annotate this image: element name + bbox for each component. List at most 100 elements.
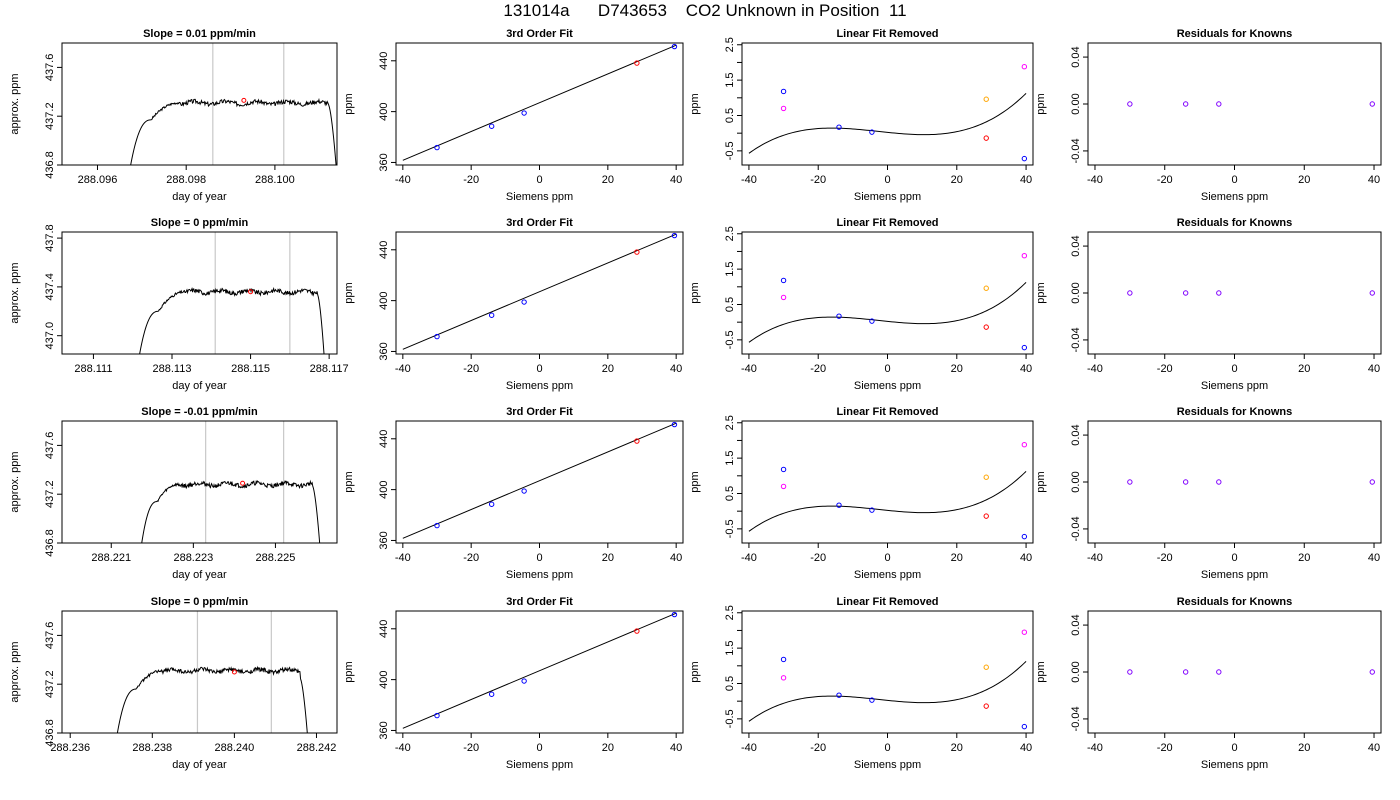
panel-title: Slope = 0 ppm/min [151,596,249,608]
x-axis-label: Siemens ppm [1201,759,1268,771]
x-tick-label: 0 [1231,363,1237,375]
y-axis-label: ppm [343,471,355,492]
x-tick-label: 0 [884,363,890,375]
x-tick-label: 288.098 [166,174,206,186]
panel: Slope = 0 ppm/min day of year approx. ppm 2… [9,596,338,771]
y-tick-label: 0.04 [1070,235,1082,256]
x-tick-label: -20 [463,742,479,754]
plot-area [116,665,308,733]
x-tick-label: -20 [810,552,826,564]
y-tick-label: 0.04 [1070,46,1082,67]
y-axis-label: approx. ppm [9,641,21,702]
y-axis-label: ppm [689,661,701,682]
x-tick-label: 40 [1368,174,1380,186]
y-tick-label: 0.5 [724,297,736,312]
raw-known-point [1021,441,1028,448]
plot-frame [395,420,684,544]
x-tick-label: 40 [670,174,682,186]
panel-title: Slope = -0.01 ppm/min [141,406,258,418]
panel: Residuals for Knowns Siemens ppm ppm -40 -20… [1035,596,1382,771]
x-tick-label: 20 [951,174,963,186]
fit-curve [748,281,1027,343]
y-tick-label: -0.5 [724,519,736,538]
x-axis-label: Siemens ppm [506,191,573,203]
residual-point [1127,669,1133,675]
known-point [671,611,678,618]
known-point [869,507,875,513]
fit-curve [748,660,1027,722]
y-axis-label: ppm [1035,661,1047,682]
y-tick-label: 360 [378,153,390,171]
known-point [780,88,787,95]
plot-frame [61,610,338,734]
x-tick-label: 0 [536,363,542,375]
plot-frame [1087,610,1382,734]
x-tick-label: 20 [1298,552,1310,564]
raw-unknown-point [983,285,989,291]
x-axis-label: Siemens ppm [1201,191,1268,203]
raw-unknown-point [983,664,989,670]
y-tick-label: 0.00 [1070,661,1082,682]
x-tick-label: 288.100 [255,174,295,186]
y-tick-label: 1.5 [724,261,736,276]
plot-area [1127,669,1375,675]
plot-area [141,479,321,543]
y-axis-label: ppm [689,471,701,492]
x-tick-label: 20 [602,552,614,564]
y-tick-label: 440 [378,620,390,638]
panel: 3rd Order Fit Siemens ppm ppm -40 -20 0 20 40 36… [343,28,684,203]
panel: Residuals for Knowns Siemens ppm ppm -40 -20… [1035,406,1382,581]
panel-title: Residuals for Knowns [1177,217,1293,229]
unknown-point [634,628,640,634]
x-axis-label: Siemens ppm [854,569,921,581]
fit-line [402,233,677,350]
known-point [1021,155,1028,162]
panel-title: Slope = 0 ppm/min [151,217,249,229]
x-tick-label: -20 [463,174,479,186]
known-point [869,129,875,135]
y-tick-label: 437.6 [44,622,56,650]
x-tick-label: -40 [1087,742,1103,754]
plot-area [748,63,1028,162]
residual-point [1182,101,1189,107]
plot-area [748,441,1028,540]
x-tick-label: 20 [602,363,614,375]
unknown-point [983,135,989,141]
y-axis-label: ppm [1035,282,1047,303]
x-tick-label: 288.223 [173,552,213,564]
known-point [434,712,440,719]
raw-known-point [1021,629,1028,635]
x-tick-label: 20 [1298,174,1310,186]
x-tick-label: -20 [810,174,826,186]
fit-curve [748,92,1027,154]
x-tick-label: -20 [1157,363,1173,375]
x-tick-label: 40 [1020,552,1032,564]
concentration-trace [116,665,308,733]
panel: Linear Fit Removed Siemens ppm ppm -40 -20 0 2… [689,406,1034,581]
known-point [869,697,875,703]
panel: Residuals for Knowns Siemens ppm ppm -40 -20… [1035,28,1382,203]
y-tick-label: -0.04 [1070,327,1082,352]
panel-title: Slope = 0.01 ppm/min [143,28,256,40]
panel-title: Residuals for Knowns [1177,406,1293,418]
known-point [836,502,842,508]
known-point [434,333,440,340]
panel-title: Linear Fit Removed [836,28,938,40]
known-point [521,110,527,116]
x-tick-label: 40 [1020,742,1032,754]
panel: 3rd Order Fit Siemens ppm ppm -40 -20 0 20 40 36… [343,217,684,392]
x-tick-label: 288.111 [74,363,112,375]
x-axis-label: day of year [172,569,227,581]
y-axis-label: ppm [1035,93,1047,114]
y-axis-label: ppm [689,93,701,114]
x-tick-label: 20 [951,552,963,564]
panel-title: Residuals for Knowns [1177,28,1293,40]
y-tick-label: 400 [378,102,390,120]
panel-title: Linear Fit Removed [836,406,938,418]
y-axis-label: ppm [1035,471,1047,492]
y-tick-label: 437.2 [44,102,56,130]
known-point [488,501,495,507]
residual-point [1182,479,1189,485]
x-tick-label: 288.096 [78,174,118,186]
